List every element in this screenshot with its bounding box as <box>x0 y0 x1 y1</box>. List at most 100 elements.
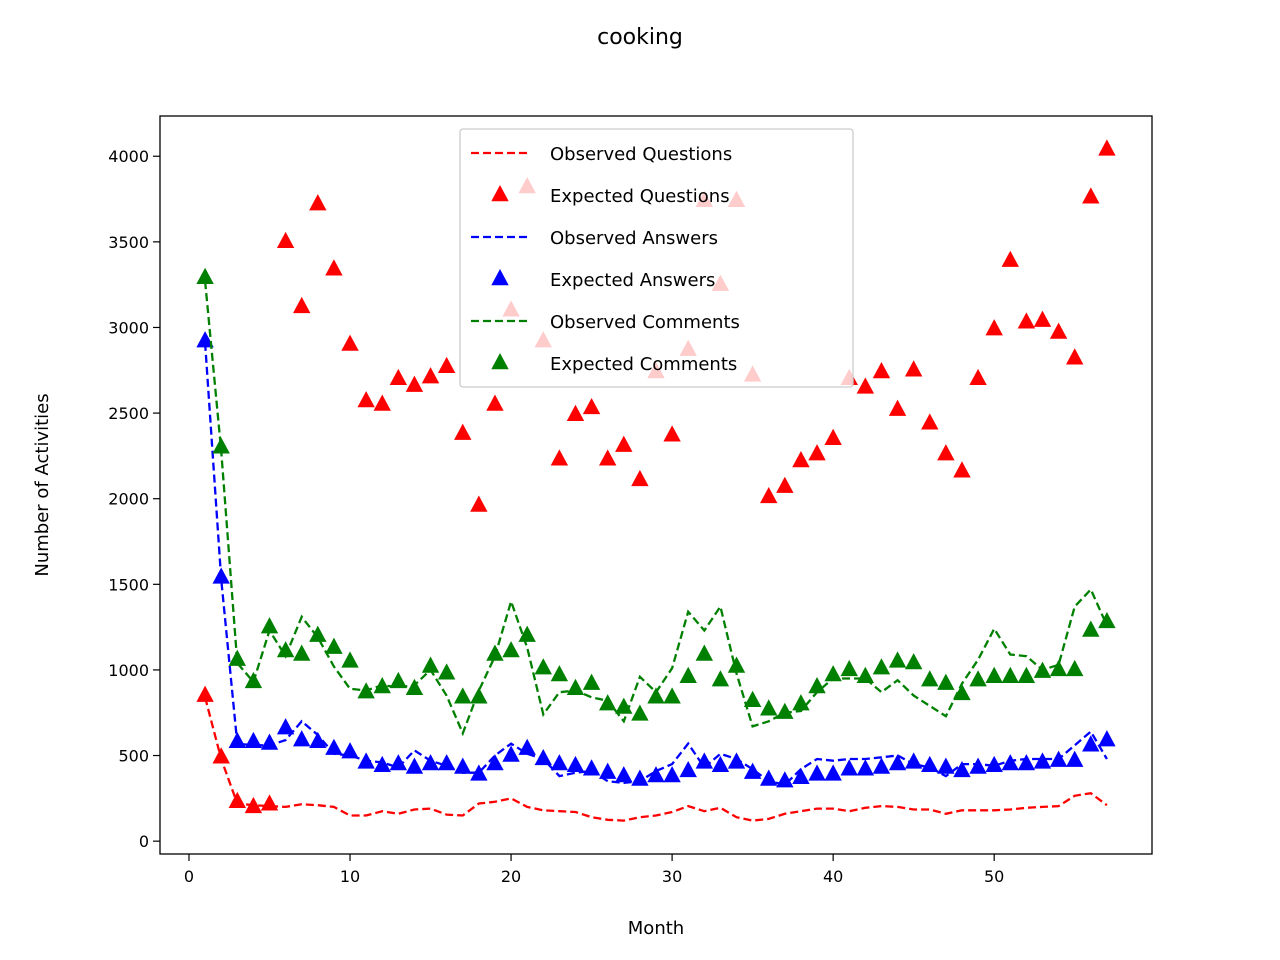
chart-title: cooking <box>597 25 683 50</box>
expected-answers-point <box>840 759 858 776</box>
expected-comments-point <box>615 697 633 714</box>
expected-comments-point <box>953 683 971 701</box>
expected-answers-point <box>405 757 424 774</box>
expected-comments-point <box>1049 659 1068 677</box>
expected-answers-point <box>228 731 246 749</box>
expected-comments-point <box>502 641 520 658</box>
expected-questions-point <box>566 404 585 421</box>
expected-comments-point <box>743 690 762 707</box>
expected-questions-point <box>598 449 617 466</box>
expected-answers-point <box>276 718 295 735</box>
expected-answers-point <box>454 757 472 774</box>
expected-answers-point <box>309 731 327 749</box>
expected-questions-point <box>937 444 955 461</box>
expected-answers-point <box>1066 750 1084 767</box>
expected-comments-point <box>1001 666 1019 683</box>
x-axis-ticks: 0 10 20 30 40 50 <box>184 854 1004 886</box>
expected-questions-point <box>1082 187 1100 204</box>
expected-questions-point <box>405 375 424 392</box>
expected-questions-point <box>1066 348 1084 365</box>
expected-questions-point <box>486 394 504 411</box>
expected-answers-point <box>985 755 1003 773</box>
expected-questions-point <box>985 319 1003 336</box>
expected-answers-point <box>244 731 263 749</box>
expected-answers-point <box>421 754 440 771</box>
expected-answers-point <box>196 331 214 348</box>
expected-comments-point <box>1098 611 1116 629</box>
expected-comments-point <box>582 673 601 690</box>
expected-comments-point <box>711 670 730 687</box>
expected-questions-point <box>212 747 230 764</box>
expected-questions-point <box>582 397 601 415</box>
expected-questions-point <box>824 428 842 445</box>
expected-comments-point <box>888 651 907 668</box>
expected-questions-point <box>888 399 907 416</box>
expected-questions-point <box>325 259 343 276</box>
y-tick-label: 2500 <box>108 404 149 423</box>
expected-comments-point <box>437 663 456 680</box>
expected-questions-point <box>1098 139 1116 156</box>
expected-comments-point <box>276 641 295 658</box>
x-axis-label: Month <box>628 918 684 939</box>
expected-answers-point <box>260 733 279 750</box>
expected-comments-point <box>985 666 1003 683</box>
x-tick-label: 50 <box>984 867 1004 886</box>
expected-answers-point <box>921 755 939 773</box>
expected-comments-point <box>293 644 311 661</box>
expected-comments-point <box>373 677 391 694</box>
observed-questions-legend-label: Observed Questions <box>550 144 732 165</box>
expected-answers-point <box>437 754 456 771</box>
expected-answers-point <box>808 764 826 781</box>
expected-comments-point <box>872 658 891 675</box>
expected-questions-point <box>437 356 456 374</box>
expected-comments-point <box>921 670 939 687</box>
y-tick-label: 1500 <box>108 575 149 594</box>
expected-comments-point <box>808 677 826 694</box>
expected-questions-point <box>615 435 633 452</box>
expected-answers-point <box>856 759 875 776</box>
expected-comments-point <box>550 665 569 682</box>
x-tick-label: 10 <box>340 867 360 886</box>
expected-comments-point <box>1066 659 1084 677</box>
expected-answers-point <box>293 730 311 747</box>
expected-comments-point <box>228 649 246 666</box>
expected-answers-point <box>824 764 842 781</box>
expected-answers-point <box>598 762 617 779</box>
y-tick-label: 2000 <box>108 490 149 509</box>
expected-comments-point <box>309 625 327 642</box>
expected-answers-point <box>534 748 552 766</box>
expected-questions-point <box>631 469 649 487</box>
expected-questions-point <box>1033 310 1052 327</box>
expected-comments-point <box>421 656 440 673</box>
expected-comments-point <box>776 702 794 719</box>
expected-questions-point <box>792 451 810 468</box>
observed-questions-line <box>203 697 1108 822</box>
expected-answers-point <box>486 754 504 771</box>
y-axis-ticks: 0 500 1000 1500 2000 2500 3000 3500 4000 <box>108 147 160 851</box>
expected-answers-point <box>550 754 569 771</box>
expected-answers-point <box>904 752 923 769</box>
expected-answers-point <box>1098 730 1116 747</box>
expected-questions-point <box>872 361 891 379</box>
expected-questions-point <box>1017 312 1036 329</box>
x-tick-label: 30 <box>662 867 682 886</box>
expected-answers-point <box>760 769 778 786</box>
y-tick-label: 3500 <box>108 233 149 252</box>
expected-answers-legend-swatch <box>491 269 509 286</box>
expected-answers-point <box>743 762 762 779</box>
expected-answers-point <box>566 755 585 773</box>
expected-comments-legend-swatch <box>491 353 509 370</box>
legend-box <box>459 128 854 388</box>
expected-questions-point <box>293 296 311 314</box>
expected-answers-point <box>582 759 601 776</box>
expected-comments-point <box>196 267 214 285</box>
expected-answers-point <box>1049 750 1068 767</box>
expected-questions-point <box>1001 250 1019 267</box>
expected-comments-point <box>647 687 665 704</box>
expected-questions-point <box>904 360 923 377</box>
expected-answers-point <box>389 754 408 771</box>
expected-comments-point <box>1017 666 1036 683</box>
expected-comments-point <box>244 671 263 689</box>
expected-comments-point <box>727 656 746 673</box>
